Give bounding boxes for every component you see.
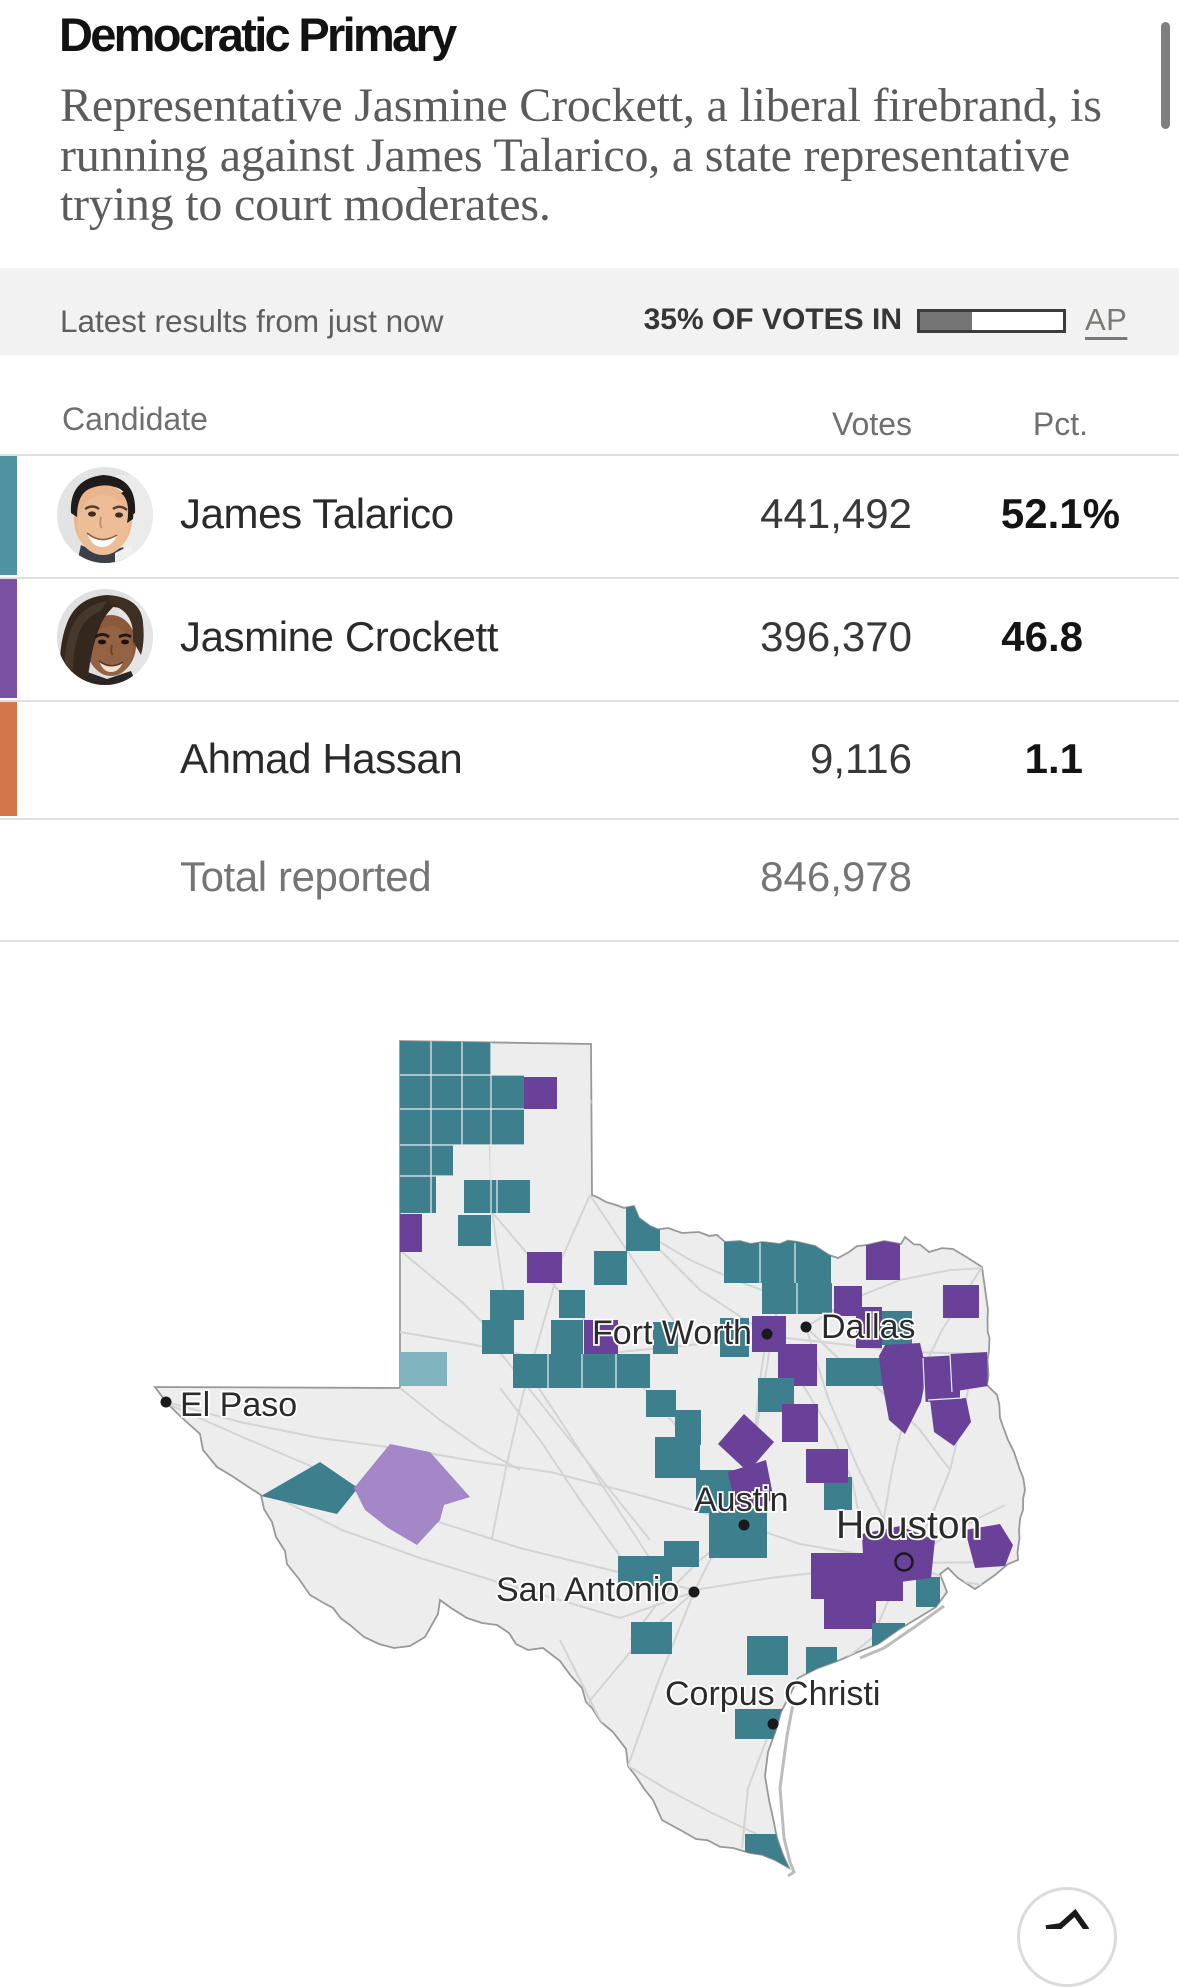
svg-text:Dallas: Dallas (821, 1308, 915, 1346)
svg-text:El Paso: El Paso (180, 1386, 297, 1424)
svg-text:Houston: Houston (836, 1504, 981, 1547)
svg-text:Corpus Christi: Corpus Christi (665, 1675, 880, 1713)
svg-text:Austin: Austin (694, 1481, 789, 1519)
svg-text:Fort Worth: Fort Worth (592, 1314, 752, 1352)
svg-text:San Antonio: San Antonio (496, 1571, 679, 1609)
